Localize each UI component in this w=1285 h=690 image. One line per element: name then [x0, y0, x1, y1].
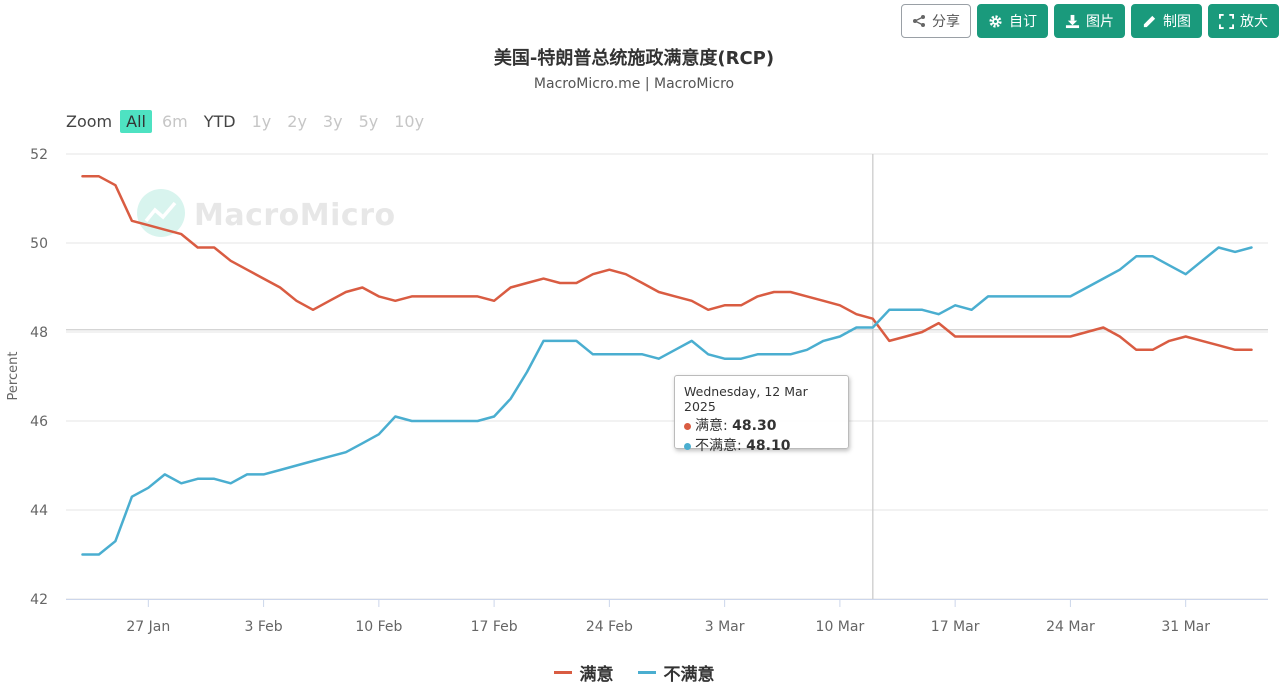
- zoom-1y-button[interactable]: 1y: [251, 112, 272, 131]
- gear-icon: [988, 14, 1003, 29]
- zoom-3y-button[interactable]: 3y: [322, 112, 343, 131]
- tooltip: Wednesday, 12 Mar 2025 满意: 48.30 不满意: 48…: [674, 375, 849, 454]
- zoom-selector: Zoom All 6m YTD 1y 2y 3y 5y 10y: [66, 110, 434, 133]
- legend-label: 满意: [579, 665, 614, 685]
- zoom-6m-button[interactable]: 6m: [161, 112, 188, 131]
- line-chart: 42 44 46 48 50 52 27 Jan 3 Feb 10 Feb 17 Feb 24 F…: [6, 147, 1268, 635]
- customize-label: 自订: [1009, 14, 1037, 30]
- image-download-button[interactable]: 图片: [1054, 4, 1125, 38]
- legend-swatch: [553, 671, 572, 674]
- series-line-satisfied: [81, 175, 1253, 352]
- zoom-10y-button[interactable]: 10y: [394, 112, 425, 131]
- tooltip-date: Wednesday, 12 Mar 2025: [684, 384, 808, 414]
- x-tick-label: 3 Mar: [705, 619, 745, 635]
- watermark: MacroMicro: [136, 188, 396, 242]
- y-tick-label: 42: [30, 592, 48, 608]
- x-tick-label: 3 Feb: [245, 619, 283, 635]
- download-icon: [1065, 14, 1080, 29]
- zoom-all-button[interactable]: All: [120, 110, 152, 133]
- chart-subtitle: MacroMicro.me | MacroMicro: [533, 76, 735, 92]
- x-axis: 27 Jan 3 Feb 10 Feb 17 Feb 24 Feb 3 Mar 10 Mar…: [66, 599, 1268, 635]
- zoom-ytd-button[interactable]: YTD: [203, 112, 236, 131]
- expand-button[interactable]: 放大: [1208, 4, 1279, 38]
- zoom-label: Zoom: [66, 112, 113, 131]
- series-line-dissatisfied: [81, 246, 1253, 556]
- y-tick-label: 44: [30, 503, 48, 519]
- tooltip-series-name: 满意: [695, 418, 723, 434]
- y-tick-label: 48: [30, 325, 48, 341]
- toolbar: 分享 自订 图片 制图 放大: [901, 4, 1279, 38]
- y-axis-ticks: 42 44 46 48 50 52: [30, 147, 48, 608]
- dissatisfied-dot-icon: [684, 442, 691, 450]
- legend: 满意 不满意: [0, 660, 1268, 685]
- tooltip-value: 48.10: [746, 438, 791, 454]
- watermark-text: MacroMicro: [194, 197, 396, 233]
- satisfied-dot-icon: [684, 422, 691, 430]
- share-label: 分享: [932, 14, 960, 30]
- x-tick-label: 10 Feb: [355, 619, 402, 635]
- legend-item-satisfied[interactable]: 满意: [553, 660, 614, 685]
- draw-button[interactable]: 制图: [1131, 4, 1202, 38]
- tooltip-row-dissatisfied: 不满意: 48.10: [684, 436, 839, 456]
- x-tick-label: 10 Mar: [816, 619, 865, 635]
- y-tick-label: 50: [30, 236, 48, 252]
- legend-item-dissatisfied[interactable]: 不满意: [637, 660, 715, 685]
- share-button[interactable]: 分享: [901, 4, 971, 38]
- x-tick-label: 31 Mar: [1161, 619, 1210, 635]
- tooltip-value: 48.30: [732, 418, 777, 434]
- legend-label: 不满意: [663, 665, 715, 685]
- x-tick-label: 27 Jan: [126, 619, 170, 635]
- pencil-icon: [1142, 14, 1157, 29]
- share-icon: [912, 14, 926, 28]
- tooltip-series-name: 不满意: [695, 438, 737, 454]
- gridlines: [66, 153, 1268, 600]
- x-tick-label: 17 Feb: [471, 619, 518, 635]
- tooltip-row-satisfied: 满意: 48.30: [684, 416, 839, 436]
- draw-label: 制图: [1163, 14, 1191, 30]
- y-tick-label: 46: [30, 414, 48, 430]
- chart-title: 美国-特朗普总统施政满意度(RCP): [493, 48, 775, 69]
- image-label: 图片: [1086, 14, 1114, 30]
- x-tick-label: 24 Feb: [586, 619, 633, 635]
- customize-button[interactable]: 自订: [977, 4, 1048, 38]
- y-tick-label: 52: [30, 147, 48, 163]
- expand-icon: [1219, 13, 1234, 29]
- zoom-5y-button[interactable]: 5y: [358, 112, 379, 131]
- series-lines: [81, 175, 1253, 556]
- x-tick-label: 24 Mar: [1046, 619, 1095, 635]
- x-tick-label: 17 Mar: [931, 619, 980, 635]
- legend-swatch: [637, 671, 656, 674]
- expand-label: 放大: [1240, 14, 1268, 30]
- y-axis-label: Percent: [6, 352, 21, 401]
- zoom-2y-button[interactable]: 2y: [287, 112, 307, 131]
